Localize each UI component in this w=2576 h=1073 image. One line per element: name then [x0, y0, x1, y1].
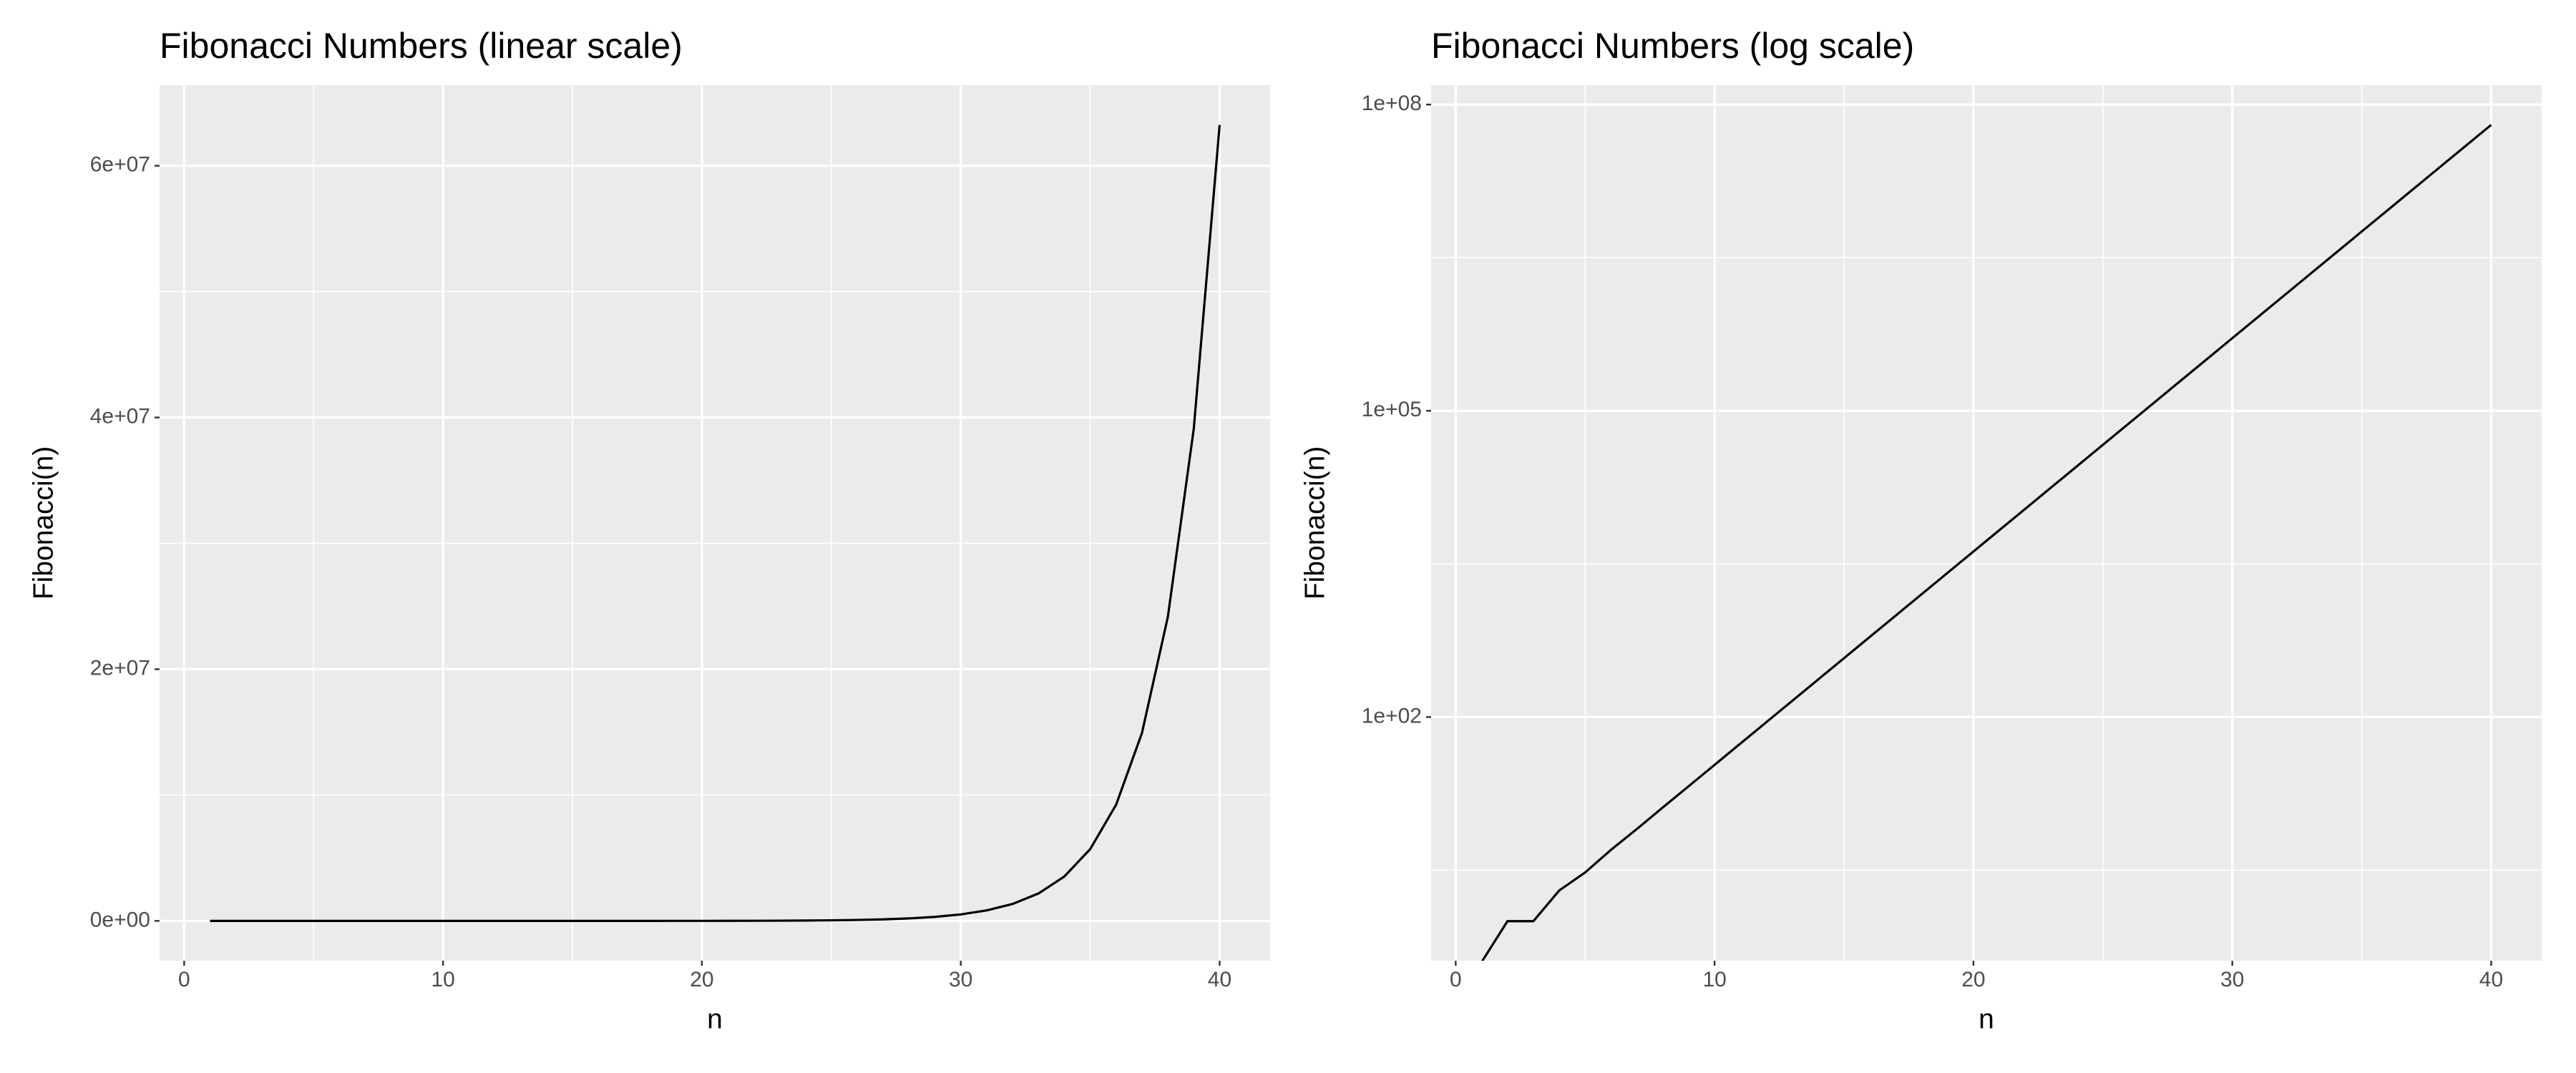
x-tick-label: 10 — [431, 968, 454, 991]
x-tick-label: 0 — [178, 968, 190, 991]
chart-title: Fibonacci Numbers (linear scale) — [160, 26, 683, 66]
x-tick-label: 20 — [1961, 968, 1985, 991]
y-axis-title: Fibonacci(n) — [28, 446, 59, 600]
x-tick-label: 40 — [2479, 968, 2503, 991]
x-tick-label: 10 — [1702, 968, 1726, 991]
y-tick-label: 6e+07 — [90, 153, 150, 177]
y-tick-label: 1e+08 — [1362, 92, 1422, 115]
x-tick-label: 0 — [1450, 968, 1462, 991]
y-tick-label: 0e+00 — [90, 908, 150, 931]
x-tick-label: 40 — [1208, 968, 1231, 991]
x-axis-title: n — [707, 1004, 723, 1034]
panel-background — [160, 85, 1270, 961]
x-tick-label: 30 — [949, 968, 972, 991]
data-line — [1480, 124, 2492, 961]
x-tick-label: 30 — [2220, 968, 2244, 991]
y-tick-label: 1e+05 — [1362, 398, 1422, 421]
panel-background — [1431, 85, 2542, 961]
chart-title: Fibonacci Numbers (log scale) — [1431, 26, 1914, 66]
y-tick-label: 1e+02 — [1362, 704, 1422, 727]
y-axis-title: Fibonacci(n) — [1299, 446, 1330, 600]
data-line — [210, 124, 1221, 922]
x-tick-label: 20 — [690, 968, 713, 991]
x-axis-title: n — [1979, 1004, 1994, 1034]
y-tick-label: 4e+07 — [90, 405, 150, 428]
y-tick-label: 2e+07 — [90, 656, 150, 680]
